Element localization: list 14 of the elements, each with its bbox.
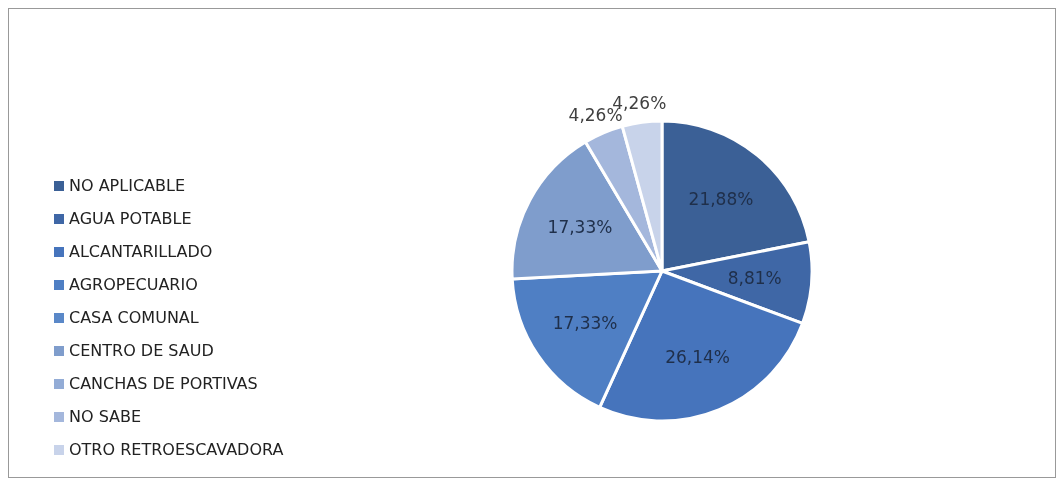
legend-label: AGROPECUARIO [69,275,198,294]
legend-label: CENTRO DE SAUD [69,341,214,360]
legend-label: CANCHAS DE PORTIVAS [69,374,258,393]
data-label: 17,33% [552,313,618,334]
legend-label: AGUA POTABLE [69,209,192,228]
legend-label: OTRO RETROESCAVADORA [69,440,284,459]
legend-label: ALCANTARILLADO [69,242,213,261]
data-label: 26,14% [665,346,730,367]
data-label: 21,88% [688,189,754,210]
legend-label: NO APLICABLE [69,176,185,195]
legend-label: NO SABE [69,407,142,426]
data-label: 8,81% [727,268,782,289]
data-label: 17,33% [547,217,613,238]
legend-label: CASA COMUNAL [69,308,199,327]
